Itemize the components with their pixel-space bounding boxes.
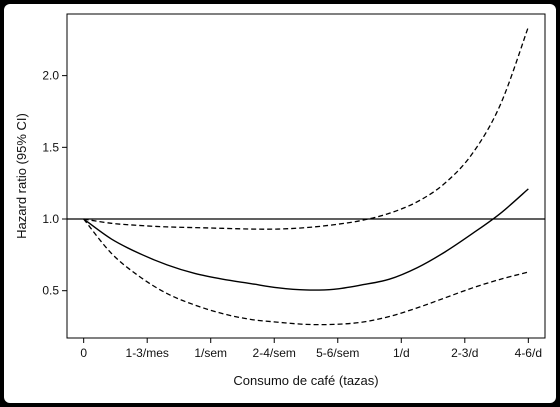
- x-tick-label: 1-3/mes: [126, 346, 169, 360]
- y-tick-label: 2.0: [42, 69, 59, 83]
- x-tick-label: 2-4/sem: [253, 346, 296, 360]
- hazard-ratio-chart: 0.5 1.0 1.5 2.0 0 1-3/mes 1/sem 2-4/sem 5-6/sem…: [14, 13, 546, 388]
- x-tick-label: 0: [80, 346, 87, 360]
- x-tick-label: 1/sem: [194, 346, 227, 360]
- series-layer: [83, 26, 529, 326]
- y-axis-title: Hazard ratio (95% CI): [14, 113, 29, 239]
- x-tick-label: 1/d: [393, 346, 410, 360]
- chart-panel: 0.5 1.0 1.5 2.0 0 1-3/mes 1/sem 2-4/sem 5-6/sem…: [4, 4, 556, 403]
- plot-area-border: [66, 13, 546, 339]
- y-tick-label: 1.5: [42, 140, 59, 154]
- x-tick-label: 2-3/d: [451, 346, 478, 360]
- lower-ci-line: [83, 218, 529, 326]
- hazard-ratio-line: [83, 188, 529, 291]
- y-tick-label: 1.0: [42, 212, 59, 226]
- x-tick-label: 4-6/d: [515, 346, 542, 360]
- x-axis-title: Consumo de café (tazas): [233, 373, 378, 388]
- x-tick-label: 5-6/sem: [316, 346, 359, 360]
- y-axis: 0.5 1.0 1.5 2.0: [42, 69, 67, 298]
- y-tick-label: 0.5: [42, 284, 59, 298]
- upper-ci-line: [83, 26, 529, 230]
- x-axis: 0 1-3/mes 1/sem 2-4/sem 5-6/sem 1/d 2-3/d 4-6/d: [80, 338, 542, 360]
